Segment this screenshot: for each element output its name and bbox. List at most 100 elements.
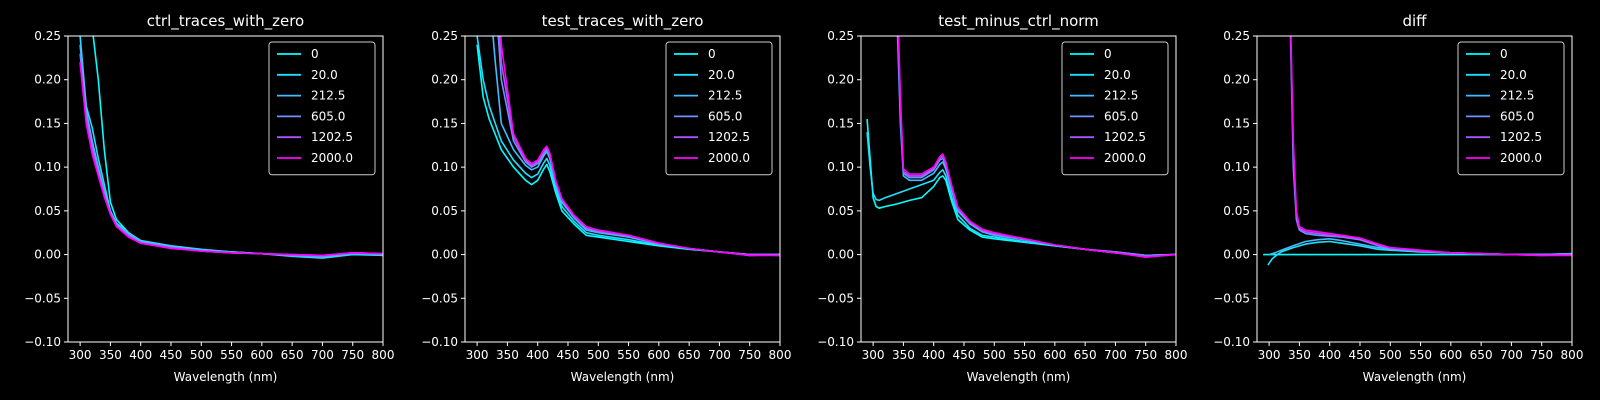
- y-tick-label: 0.05: [431, 204, 458, 218]
- legend-entry: 1202.5: [1500, 130, 1542, 144]
- y-tick-label: 0.25: [34, 29, 61, 43]
- legend-entry: 0: [708, 47, 716, 61]
- y-tick-label: −0.10: [421, 335, 458, 349]
- chart-panel-4: 300 350 400 450 500 550 600 650 700 750 800 −0.10 −0…: [1213, 12, 1583, 384]
- x-tick-label: 350: [496, 348, 519, 362]
- x-tick-label: 400: [1318, 348, 1341, 362]
- y-tick-label: −0.10: [817, 335, 854, 349]
- y-tick-label: 0.20: [34, 73, 61, 87]
- legend-entry: 1202.5: [311, 130, 353, 144]
- legend-entry: 2000.0: [1500, 151, 1542, 165]
- y-tick-label: 0.10: [34, 160, 61, 174]
- legend-entry: 0: [311, 47, 319, 61]
- legend-entry: 20.0: [1500, 68, 1527, 82]
- legend-entry: 20.0: [311, 68, 338, 82]
- y-tick-label: −0.05: [1213, 291, 1250, 305]
- plot-frame: [1256, 35, 1573, 343]
- x-tick-label: 300: [862, 348, 885, 362]
- x-tick-label: 700: [1104, 348, 1127, 362]
- legend-entry: 2000.0: [708, 151, 750, 165]
- x-tick-label: 450: [557, 348, 580, 362]
- x-tick-label: 600: [250, 348, 273, 362]
- legend: 0 20.0 212.5 605.0 1202.5 2000.0: [268, 41, 376, 176]
- series-line-2000.0: [79, 62, 383, 257]
- legend-entry: 20.0: [708, 68, 735, 82]
- x-tick-label: 300: [1258, 348, 1281, 362]
- legend-entry: 212.5: [708, 89, 742, 103]
- x-tick-label: 700: [311, 348, 334, 362]
- series-line-2000.0: [897, 36, 1176, 259]
- x-axis-label: Wavelength (nm): [174, 370, 278, 384]
- legend-entry: 605.0: [708, 109, 742, 123]
- x-tick-label: 350: [1288, 348, 1311, 362]
- x-tick-label: 400: [129, 348, 152, 362]
- legend-entry: 20.0: [1104, 68, 1131, 82]
- legend-entry: 1202.5: [708, 130, 750, 144]
- x-tick-label: 800: [372, 348, 395, 362]
- y-tick-label: 0.00: [34, 248, 61, 262]
- x-tick-label: 750: [341, 348, 364, 362]
- x-tick-label: 650: [678, 348, 701, 362]
- chart-title: diff: [1402, 12, 1427, 30]
- x-tick-label: 450: [160, 348, 183, 362]
- x-tick-label: 550: [1013, 348, 1036, 362]
- x-tick-label: 400: [922, 348, 945, 362]
- x-tick-label: 400: [526, 348, 549, 362]
- x-tick-label: 600: [1439, 348, 1462, 362]
- y-tick-label: 0.00: [827, 248, 854, 262]
- x-tick-label: 700: [708, 348, 731, 362]
- x-tick-label: 700: [1500, 348, 1523, 362]
- x-tick-label: 550: [220, 348, 243, 362]
- x-tick-label: 550: [1409, 348, 1432, 362]
- legend-entry: 2000.0: [311, 151, 353, 165]
- plot-frame: [67, 35, 384, 343]
- y-tick-label: 0.20: [827, 73, 854, 87]
- x-tick-label: 300: [69, 348, 92, 362]
- legend-entry: 2000.0: [1104, 151, 1146, 165]
- y-tick-label: 0.10: [1223, 160, 1250, 174]
- y-tick-label: 0.10: [827, 160, 854, 174]
- y-tick-label: 0.00: [1223, 248, 1250, 262]
- x-tick-label: 350: [99, 348, 122, 362]
- legend-entry: 605.0: [1500, 109, 1534, 123]
- legend: 0 20.0 212.5 605.0 1202.5 2000.0: [665, 41, 773, 176]
- legend-entry: 212.5: [311, 89, 345, 103]
- y-tick-label: −0.05: [817, 291, 854, 305]
- y-tick-label: 0.00: [431, 248, 458, 262]
- series-lines: [1263, 36, 1572, 266]
- legend-entry: 605.0: [311, 109, 345, 123]
- y-tick-label: 0.15: [431, 116, 458, 130]
- x-tick-label: 500: [587, 348, 610, 362]
- plot-frame: [464, 35, 781, 343]
- series-line-2000.0: [1290, 36, 1572, 257]
- x-tick-label: 650: [1074, 348, 1097, 362]
- x-tick-label: 500: [983, 348, 1006, 362]
- y-tick-label: 0.10: [431, 160, 458, 174]
- chart-panel-2: 300 350 400 450 500 550 600 650 700 750 800 −0.10 −0…: [421, 12, 791, 384]
- legend: 0 20.0 212.5 605.0 1202.5 2000.0: [1061, 41, 1169, 176]
- y-tick-label: 0.25: [431, 29, 458, 43]
- y-tick-label: 0.05: [34, 204, 61, 218]
- legend-entry: 212.5: [1500, 89, 1534, 103]
- x-tick-label: 450: [1349, 348, 1372, 362]
- x-axis-label: Wavelength (nm): [1363, 370, 1467, 384]
- y-tick-label: −0.05: [421, 291, 458, 305]
- x-tick-label: 600: [647, 348, 670, 362]
- y-tick-label: 0.15: [827, 116, 854, 130]
- y-tick-label: −0.10: [24, 335, 61, 349]
- legend-entry: 0: [1104, 47, 1112, 61]
- legend-entry: 1202.5: [1104, 130, 1146, 144]
- chart-title: test_traces_with_zero: [542, 12, 704, 31]
- chart-title: test_minus_ctrl_norm: [938, 12, 1099, 31]
- x-tick-label: 600: [1043, 348, 1066, 362]
- x-tick-label: 350: [892, 348, 915, 362]
- y-tick-label: 0.05: [827, 204, 854, 218]
- x-tick-label: 550: [617, 348, 640, 362]
- y-tick-label: 0.25: [827, 29, 854, 43]
- legend: 0 20.0 212.5 605.0 1202.5 2000.0: [1457, 41, 1565, 176]
- x-tick-label: 750: [738, 348, 761, 362]
- legend-entry: 212.5: [1104, 89, 1138, 103]
- chart-panel-3: 300 350 400 450 500 550 600 650 700 750 800 −0.10 −0…: [817, 12, 1187, 384]
- chart-title: ctrl_traces_with_zero: [147, 12, 304, 31]
- series-lines: [79, 36, 383, 259]
